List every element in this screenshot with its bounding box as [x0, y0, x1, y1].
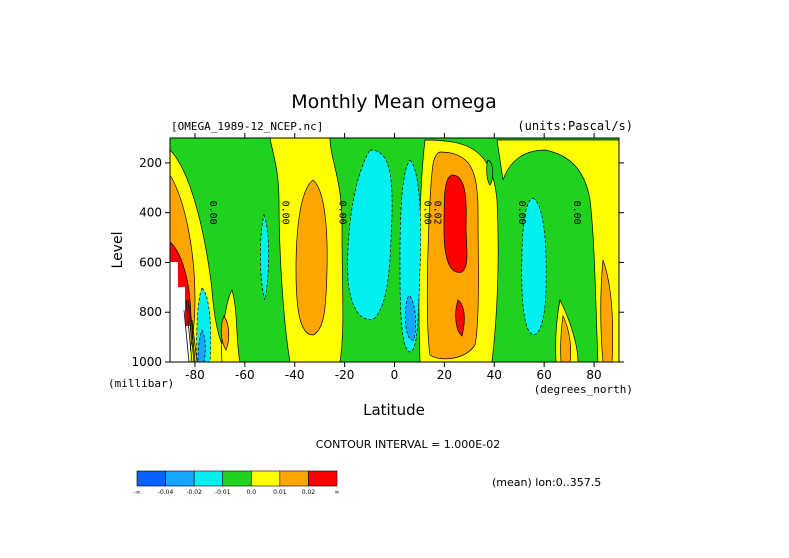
contour-fill-orange: [220, 315, 230, 351]
y-tick-label: 600: [139, 255, 162, 269]
contour-fill-cyan: [347, 149, 393, 320]
omega-filled-contours: [170, 138, 619, 362]
missing-data-region: [170, 262, 190, 362]
x-axis-units: (degrees_north): [534, 383, 633, 396]
colorbar-swatch: [250, 470, 281, 487]
x-tick-label: -20: [335, 368, 355, 382]
contour-fill-red: [443, 174, 468, 273]
contour-label: 0.02: [431, 201, 442, 225]
contour-fill-cyan: [521, 197, 547, 336]
colorbar-swatch: [222, 470, 252, 487]
contour-fill-base: [170, 138, 619, 362]
contour-fill-orange: [560, 314, 572, 362]
y-tick-label: 800: [139, 305, 162, 319]
footer-note: (mean) lon:0..357.5: [492, 476, 601, 489]
contour-label: 0.00: [516, 201, 527, 225]
y-tick-label: 400: [139, 206, 162, 220]
x-axis-label: Latitude: [363, 401, 425, 419]
colorbar-swatch: [193, 470, 224, 487]
file-label: [OMEGA_1989-12_NCEP.nc]: [171, 120, 323, 133]
colorbar-swatch: [165, 470, 195, 487]
contour-label: 0.00: [207, 201, 218, 225]
colorbar-label: ∞: [335, 489, 340, 496]
colorbar-label: -0.02: [186, 489, 202, 496]
y-axis-units: (millibar): [108, 377, 174, 390]
colorbar-swatch: [279, 470, 309, 487]
colorbar-swatch: [136, 470, 166, 487]
contour-labels: 0.00 0.00 0.00 0.000.02 0.00 0.00: [207, 201, 582, 225]
contour-label: 0.00: [279, 201, 290, 225]
contour-fill-blue: [197, 329, 206, 362]
x-tick-label: -80: [185, 368, 205, 382]
units-label: (units:Pascal/s): [517, 119, 633, 133]
contour-label: 0.00: [337, 201, 348, 225]
dense-contour-lines: [183, 299, 198, 362]
colorbar-swatch: [308, 470, 338, 487]
contour-label: 0.00: [421, 201, 432, 225]
x-tick-label: 0: [391, 368, 399, 382]
colorbar-label: -0.01: [215, 489, 231, 496]
x-tick-label: -60: [235, 368, 255, 382]
colorbar-label: 0.02: [302, 489, 316, 496]
x-tick-label: 60: [537, 368, 552, 382]
y-tick-label: 200: [139, 156, 162, 170]
x-tick-label: -40: [285, 368, 305, 382]
contour-fill-blue: [404, 295, 416, 341]
colorbar: -∞ -0.04 -0.02 -0.01 0.0 0.01 0.02 ∞: [133, 470, 340, 496]
y-tick-label: 1000: [131, 355, 162, 369]
contour-fill-red: [455, 299, 465, 337]
x-tick-label: 80: [586, 368, 601, 382]
contour-label: 0.00: [571, 201, 582, 225]
colorbar-label: 0.0: [247, 489, 257, 496]
contour-fill-cyan: [399, 159, 422, 353]
colorbar-label: -∞: [133, 489, 140, 496]
y-axis: 200 400 600 800 1000: [131, 156, 624, 369]
colorbar-label: 0.01: [273, 489, 287, 496]
contour-fill-cyan: [260, 213, 269, 301]
x-tick-label: 40: [487, 368, 502, 382]
contour-fill-orange: [600, 259, 614, 362]
x-tick-label: 20: [437, 368, 452, 382]
colorbar-label: -0.04: [158, 489, 174, 496]
contour-fill-orange: [295, 179, 328, 336]
contour-interval-note: CONTOUR INTERVAL = 1.000E-02: [316, 438, 500, 451]
chart-title: Monthly Mean omega: [291, 91, 496, 113]
contour-fill-green-spot: [486, 159, 494, 186]
x-axis: -80 -60 -40 -20 0 20 40 60 80: [185, 133, 602, 382]
y-axis-label: Level: [110, 232, 126, 269]
